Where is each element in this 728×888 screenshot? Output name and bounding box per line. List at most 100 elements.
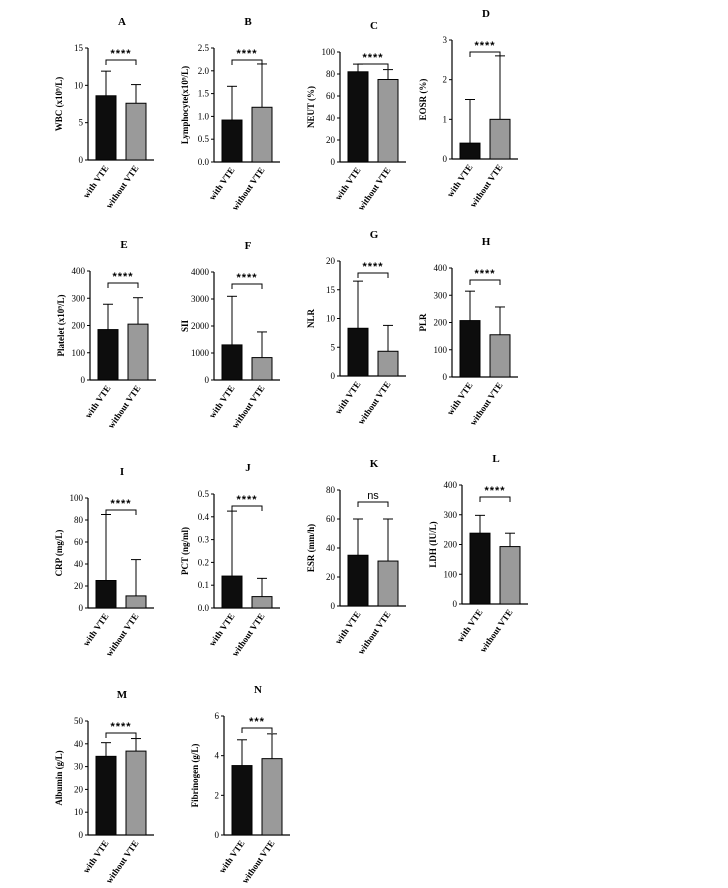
category-label: with VTE: [81, 838, 111, 875]
y-tick-label: 100: [434, 345, 448, 355]
bar-with-vte: [347, 71, 369, 163]
significance-bracket: [105, 732, 137, 738]
bar-without-vte: [261, 758, 283, 836]
panel-letter: A: [118, 16, 126, 28]
y-axis-label: LDH (IU/L): [428, 521, 438, 567]
panel-b: B 0.0 0.5 1.0 1.5 2.0 2.5 Lymphocyte(x10⁹/L) wit…: [180, 16, 280, 212]
y-tick-label: 20: [326, 572, 336, 582]
y-tick-label: 0.5: [198, 489, 210, 499]
category-label: with VTE: [83, 383, 113, 420]
y-tick-label: 40: [74, 559, 84, 569]
y-axis-label: CRP (mg/L): [54, 530, 64, 577]
bar-without-vte: [377, 350, 399, 377]
y-tick-label: 4: [215, 751, 220, 761]
panel-letter: M: [117, 689, 128, 701]
y-axis-label: NLR: [306, 309, 316, 329]
significance-label: ****: [362, 261, 383, 273]
y-tick-label: 300: [434, 290, 448, 300]
y-tick-label: 80: [326, 69, 336, 79]
panel-letter: H: [482, 236, 491, 248]
y-tick-label: 10: [74, 80, 84, 90]
y-tick-label: 60: [326, 91, 336, 101]
panel-letter: C: [370, 20, 378, 32]
y-axis-label: NEUT (%): [306, 86, 316, 128]
y-tick-label: 3: [443, 35, 448, 45]
y-tick-label: 0: [79, 155, 84, 165]
y-tick-label: 300: [72, 293, 86, 303]
y-tick-label: 400: [434, 263, 448, 273]
y-tick-label: 200: [434, 318, 448, 328]
bar-without-vte: [125, 102, 147, 161]
bar-with-vte: [347, 554, 369, 607]
y-tick-label: 0: [205, 375, 210, 385]
y-tick-label: 20: [326, 256, 336, 266]
y-tick-label: 4000: [191, 267, 210, 277]
bar-without-vte: [489, 118, 511, 160]
significance-label: ****: [362, 52, 383, 64]
category-label: with VTE: [217, 838, 247, 875]
category-label: with VTE: [207, 611, 237, 648]
bar-without-vte: [499, 546, 521, 605]
category-label: with VTE: [207, 165, 237, 202]
panel-letter: B: [244, 16, 252, 28]
y-tick-label: 200: [72, 321, 86, 331]
y-tick-label: 0.2: [198, 557, 209, 567]
bar-with-vte: [459, 142, 481, 160]
y-tick-label: 0.3: [198, 535, 210, 545]
y-tick-label: 300: [444, 510, 458, 520]
y-tick-label: 40: [326, 543, 336, 553]
significance-label: ****: [110, 721, 131, 733]
y-axis-label: ESR (mm/h): [306, 524, 316, 572]
y-tick-label: 40: [326, 113, 336, 123]
bar-with-vte: [347, 327, 369, 377]
y-tick-label: 2: [215, 790, 220, 800]
bar-with-vte: [221, 119, 243, 163]
y-tick-label: 30: [74, 762, 84, 772]
y-tick-label: 0: [443, 154, 448, 164]
bar-with-vte: [231, 765, 253, 836]
y-tick-label: 0: [331, 601, 336, 611]
significance-bracket: [357, 272, 389, 278]
y-axis-label: Albumin (g/L): [54, 750, 64, 805]
y-tick-label: 10: [74, 807, 84, 817]
y-tick-label: 200: [444, 540, 458, 550]
category-label: with VTE: [81, 163, 111, 200]
y-tick-label: 0: [215, 830, 220, 840]
panel-letter: J: [245, 462, 251, 474]
significance-label: ****: [110, 498, 131, 510]
significance-bracket: [105, 509, 137, 515]
y-tick-label: 0: [453, 599, 458, 609]
significance-bracket: [231, 505, 263, 511]
y-tick-label: 10: [326, 314, 336, 324]
y-axis-label: EOSR (%): [418, 79, 428, 121]
significance-bracket: [469, 51, 501, 57]
significance-label: ****: [112, 271, 133, 283]
significance-label: ns: [367, 490, 379, 502]
significance-bracket: [357, 501, 389, 507]
y-tick-label: 5: [331, 342, 336, 352]
significance-label: ****: [474, 268, 495, 280]
panel-letter: E: [120, 239, 127, 251]
category-label: with VTE: [333, 379, 363, 416]
significance-label: ****: [484, 485, 505, 497]
y-axis-label: Lymphocyte(x10⁹/L): [180, 66, 190, 144]
y-tick-label: 2.0: [198, 66, 210, 76]
y-tick-label: 1000: [191, 348, 210, 358]
bar-without-vte: [125, 750, 147, 836]
panel-letter: G: [370, 229, 379, 241]
y-tick-label: 0: [79, 603, 84, 613]
y-tick-label: 400: [72, 266, 86, 276]
y-tick-label: 20: [74, 784, 84, 794]
y-tick-label: 100: [70, 493, 84, 503]
category-label: with VTE: [333, 165, 363, 202]
significance-label: ****: [110, 48, 131, 60]
bar-without-vte: [377, 560, 399, 607]
y-tick-label: 0: [443, 372, 448, 382]
y-tick-label: 0: [81, 375, 86, 385]
